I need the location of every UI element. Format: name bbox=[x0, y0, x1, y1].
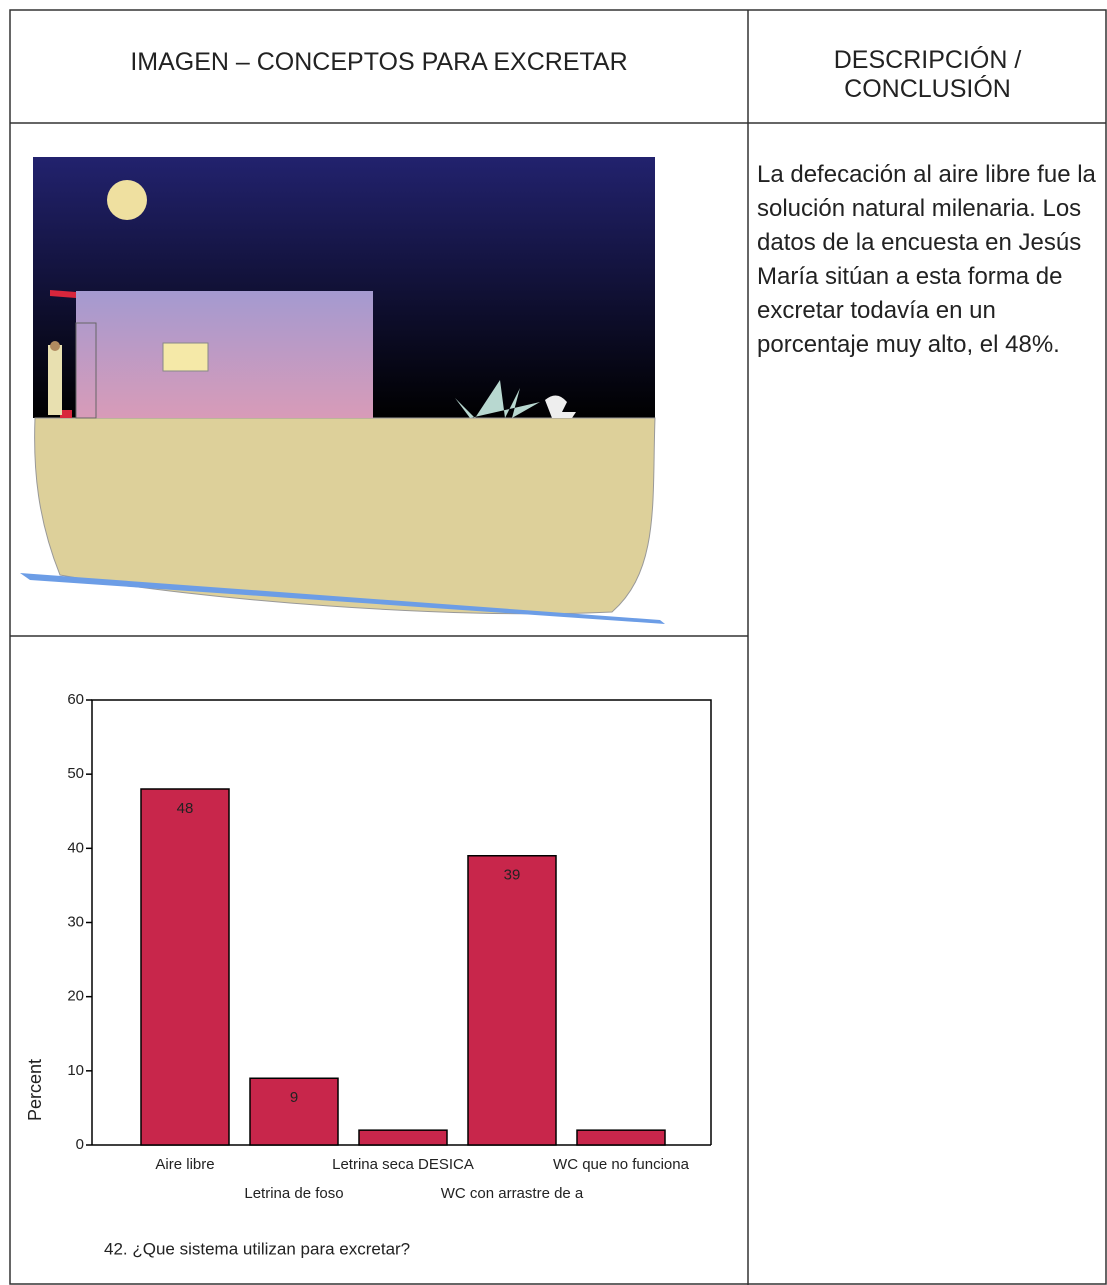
y-tick-label: 20 bbox=[67, 988, 84, 1005]
y-tick-label: 60 bbox=[67, 691, 84, 708]
bar bbox=[140, 788, 230, 1146]
y-axis-label: Percent bbox=[25, 1059, 45, 1121]
x-tick-label: Aire libre bbox=[155, 1156, 214, 1173]
description: La defecación al aire libre fue la soluc… bbox=[757, 161, 1096, 358]
x-tick-label: Letrina seca DESICA bbox=[332, 1156, 474, 1173]
bar bbox=[249, 1077, 339, 1146]
header-cell: IMAGEN – CONCEPTOS PARA EXCRETAR bbox=[130, 48, 628, 76]
x-tick-label: WC con arrastre de a bbox=[441, 1185, 584, 1202]
caption: 42. ¿Que sistema utilizan para excretar? bbox=[104, 1239, 410, 1258]
bar bbox=[358, 1129, 448, 1146]
y-tick-label: 10 bbox=[67, 1062, 84, 1079]
illustration bbox=[20, 157, 665, 624]
data-label: 39 bbox=[504, 867, 521, 884]
x-tick-label: WC que no funciona bbox=[553, 1156, 690, 1173]
data-label: 48 bbox=[177, 800, 194, 817]
bar bbox=[467, 855, 557, 1146]
y-tick-label: 50 bbox=[67, 765, 84, 782]
x-tick-label: Letrina de foso bbox=[244, 1185, 343, 1202]
y-tick-label: 40 bbox=[67, 839, 84, 856]
bar bbox=[576, 1129, 666, 1146]
y-tick-label: 0 bbox=[76, 1136, 84, 1153]
data-label: 9 bbox=[290, 1089, 298, 1106]
y-tick-label: 30 bbox=[67, 913, 84, 930]
header-cell: DESCRIPCIÓN / CONCLUSIÓN bbox=[833, 46, 1022, 103]
table-borders bbox=[9, 9, 1107, 1285]
